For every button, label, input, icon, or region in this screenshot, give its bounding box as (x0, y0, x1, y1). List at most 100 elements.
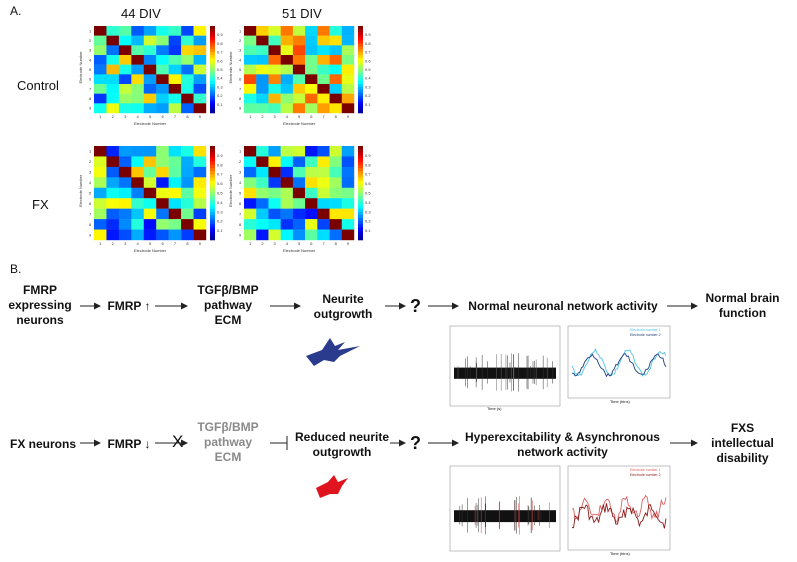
heat-cell (341, 55, 355, 65)
heat-cell (341, 229, 355, 241)
heat-cell (118, 187, 132, 199)
legend-top-1: Electrode number 1 (630, 328, 661, 332)
colorbar-segment (358, 75, 363, 79)
colorbar-segment (210, 196, 215, 200)
y-tick-label: 6 (89, 201, 92, 206)
colorbar-tick: 0.8 (217, 162, 223, 167)
y-tick-label: 6 (239, 201, 242, 206)
x-tick-label: 2 (261, 241, 264, 246)
node-reduced-neurite-outgrowth: Reduced neurite outgrowth (294, 430, 390, 459)
y-axis-label: Electrode Number (78, 51, 83, 84)
colorbar-segment (358, 189, 363, 194)
colorbar-tick: 0.7 (365, 50, 371, 55)
isi-fx-line-1 (571, 494, 667, 523)
heat-cell (317, 93, 330, 104)
heat-cell (256, 146, 269, 157)
heat-cell (106, 177, 120, 188)
y-axis-label: Electrode Number (78, 174, 83, 207)
heat-cell (156, 103, 169, 114)
heat-cell (143, 35, 157, 46)
colorbar-segment (210, 193, 215, 197)
heat-cell (131, 64, 144, 75)
colorbar-tick: 0.5 (365, 191, 371, 196)
heat-cell (280, 84, 294, 94)
heat-cell (94, 146, 107, 157)
heat-cell (131, 229, 144, 241)
heat-cell (280, 166, 294, 178)
heat-cell (106, 55, 120, 65)
heat-cell (341, 84, 355, 94)
colorbar-segment (210, 214, 215, 219)
heat-cell (193, 208, 207, 220)
colorbar-tick: 0.6 (217, 181, 223, 186)
heat-cell (131, 166, 144, 178)
node-normal-brain-function: Normal brain function (705, 291, 780, 320)
heat-cell (280, 35, 294, 46)
colorbar-segment (210, 199, 215, 203)
colorbar-segment (210, 98, 215, 102)
y-tick-label: 3 (239, 48, 242, 53)
colorbar-tick: 0.4 (217, 200, 223, 205)
raster-plot-normal (449, 325, 561, 407)
heat-cell (168, 103, 182, 114)
heat-cell (280, 103, 294, 114)
heat-cell (143, 84, 157, 94)
heat-cell (280, 74, 294, 85)
colorbar-segment (358, 52, 363, 56)
colorbar-segment (210, 110, 215, 114)
heat-cell (193, 156, 207, 168)
heat-cell (106, 146, 120, 157)
heat-cell (118, 146, 132, 157)
x-tick-label: 9 (199, 241, 202, 246)
heat-cell (305, 35, 318, 46)
heat-cell (305, 84, 318, 94)
colorbar-segment (210, 60, 215, 64)
colorbar-tick: 0.2 (365, 93, 371, 98)
node-fmrp-up: FMRP ↑ (107, 299, 151, 313)
heat-cell (329, 156, 342, 168)
row-title-fx: FX (32, 197, 49, 212)
raster-fx-noise-band (454, 510, 556, 523)
neuron-fx-icon (316, 475, 348, 498)
heat-cell (193, 177, 207, 188)
heat-cell (268, 146, 281, 157)
heat-cell (292, 74, 306, 85)
colorbar-segment (210, 34, 215, 38)
heat-cell (256, 229, 269, 241)
isi-normal-line-1 (571, 348, 667, 377)
heat-cell (317, 219, 330, 230)
colorbar-tick: 0.4 (217, 76, 223, 81)
heat-cell (292, 103, 306, 114)
heat-cell (305, 93, 318, 104)
colorbar-segment (210, 183, 215, 188)
colorbar-segment (358, 57, 363, 62)
heat-cell (156, 35, 169, 46)
node-fx-neurons: FX neurons (10, 437, 77, 451)
heat-cell (268, 208, 281, 220)
heat-cell (341, 146, 355, 157)
colorbar-segment (210, 92, 215, 96)
colorbar-segment (358, 26, 363, 30)
heat-cell (341, 198, 355, 209)
heat-cell (106, 166, 120, 178)
heat-cell (305, 156, 318, 168)
colorbar-tick: 0.7 (217, 50, 223, 55)
heat-cell (181, 64, 194, 75)
heat-cell (156, 198, 169, 209)
heat-cell (317, 146, 330, 157)
heat-cell (156, 166, 169, 178)
colorbar-segment (358, 46, 363, 50)
heat-cell (292, 45, 306, 56)
heat-cell (317, 74, 330, 85)
heat-cell (305, 229, 318, 241)
colorbar-segment (358, 193, 363, 197)
heat-cell (181, 146, 194, 157)
heat-cell (181, 187, 194, 199)
heat-cell (317, 208, 330, 220)
colorbar-segment (210, 152, 215, 156)
heat-cell (256, 103, 269, 114)
heat-cell (329, 74, 342, 85)
heat-cell (156, 26, 169, 36)
x-tick-label: 1 (249, 114, 252, 119)
heat-cell (268, 219, 281, 230)
